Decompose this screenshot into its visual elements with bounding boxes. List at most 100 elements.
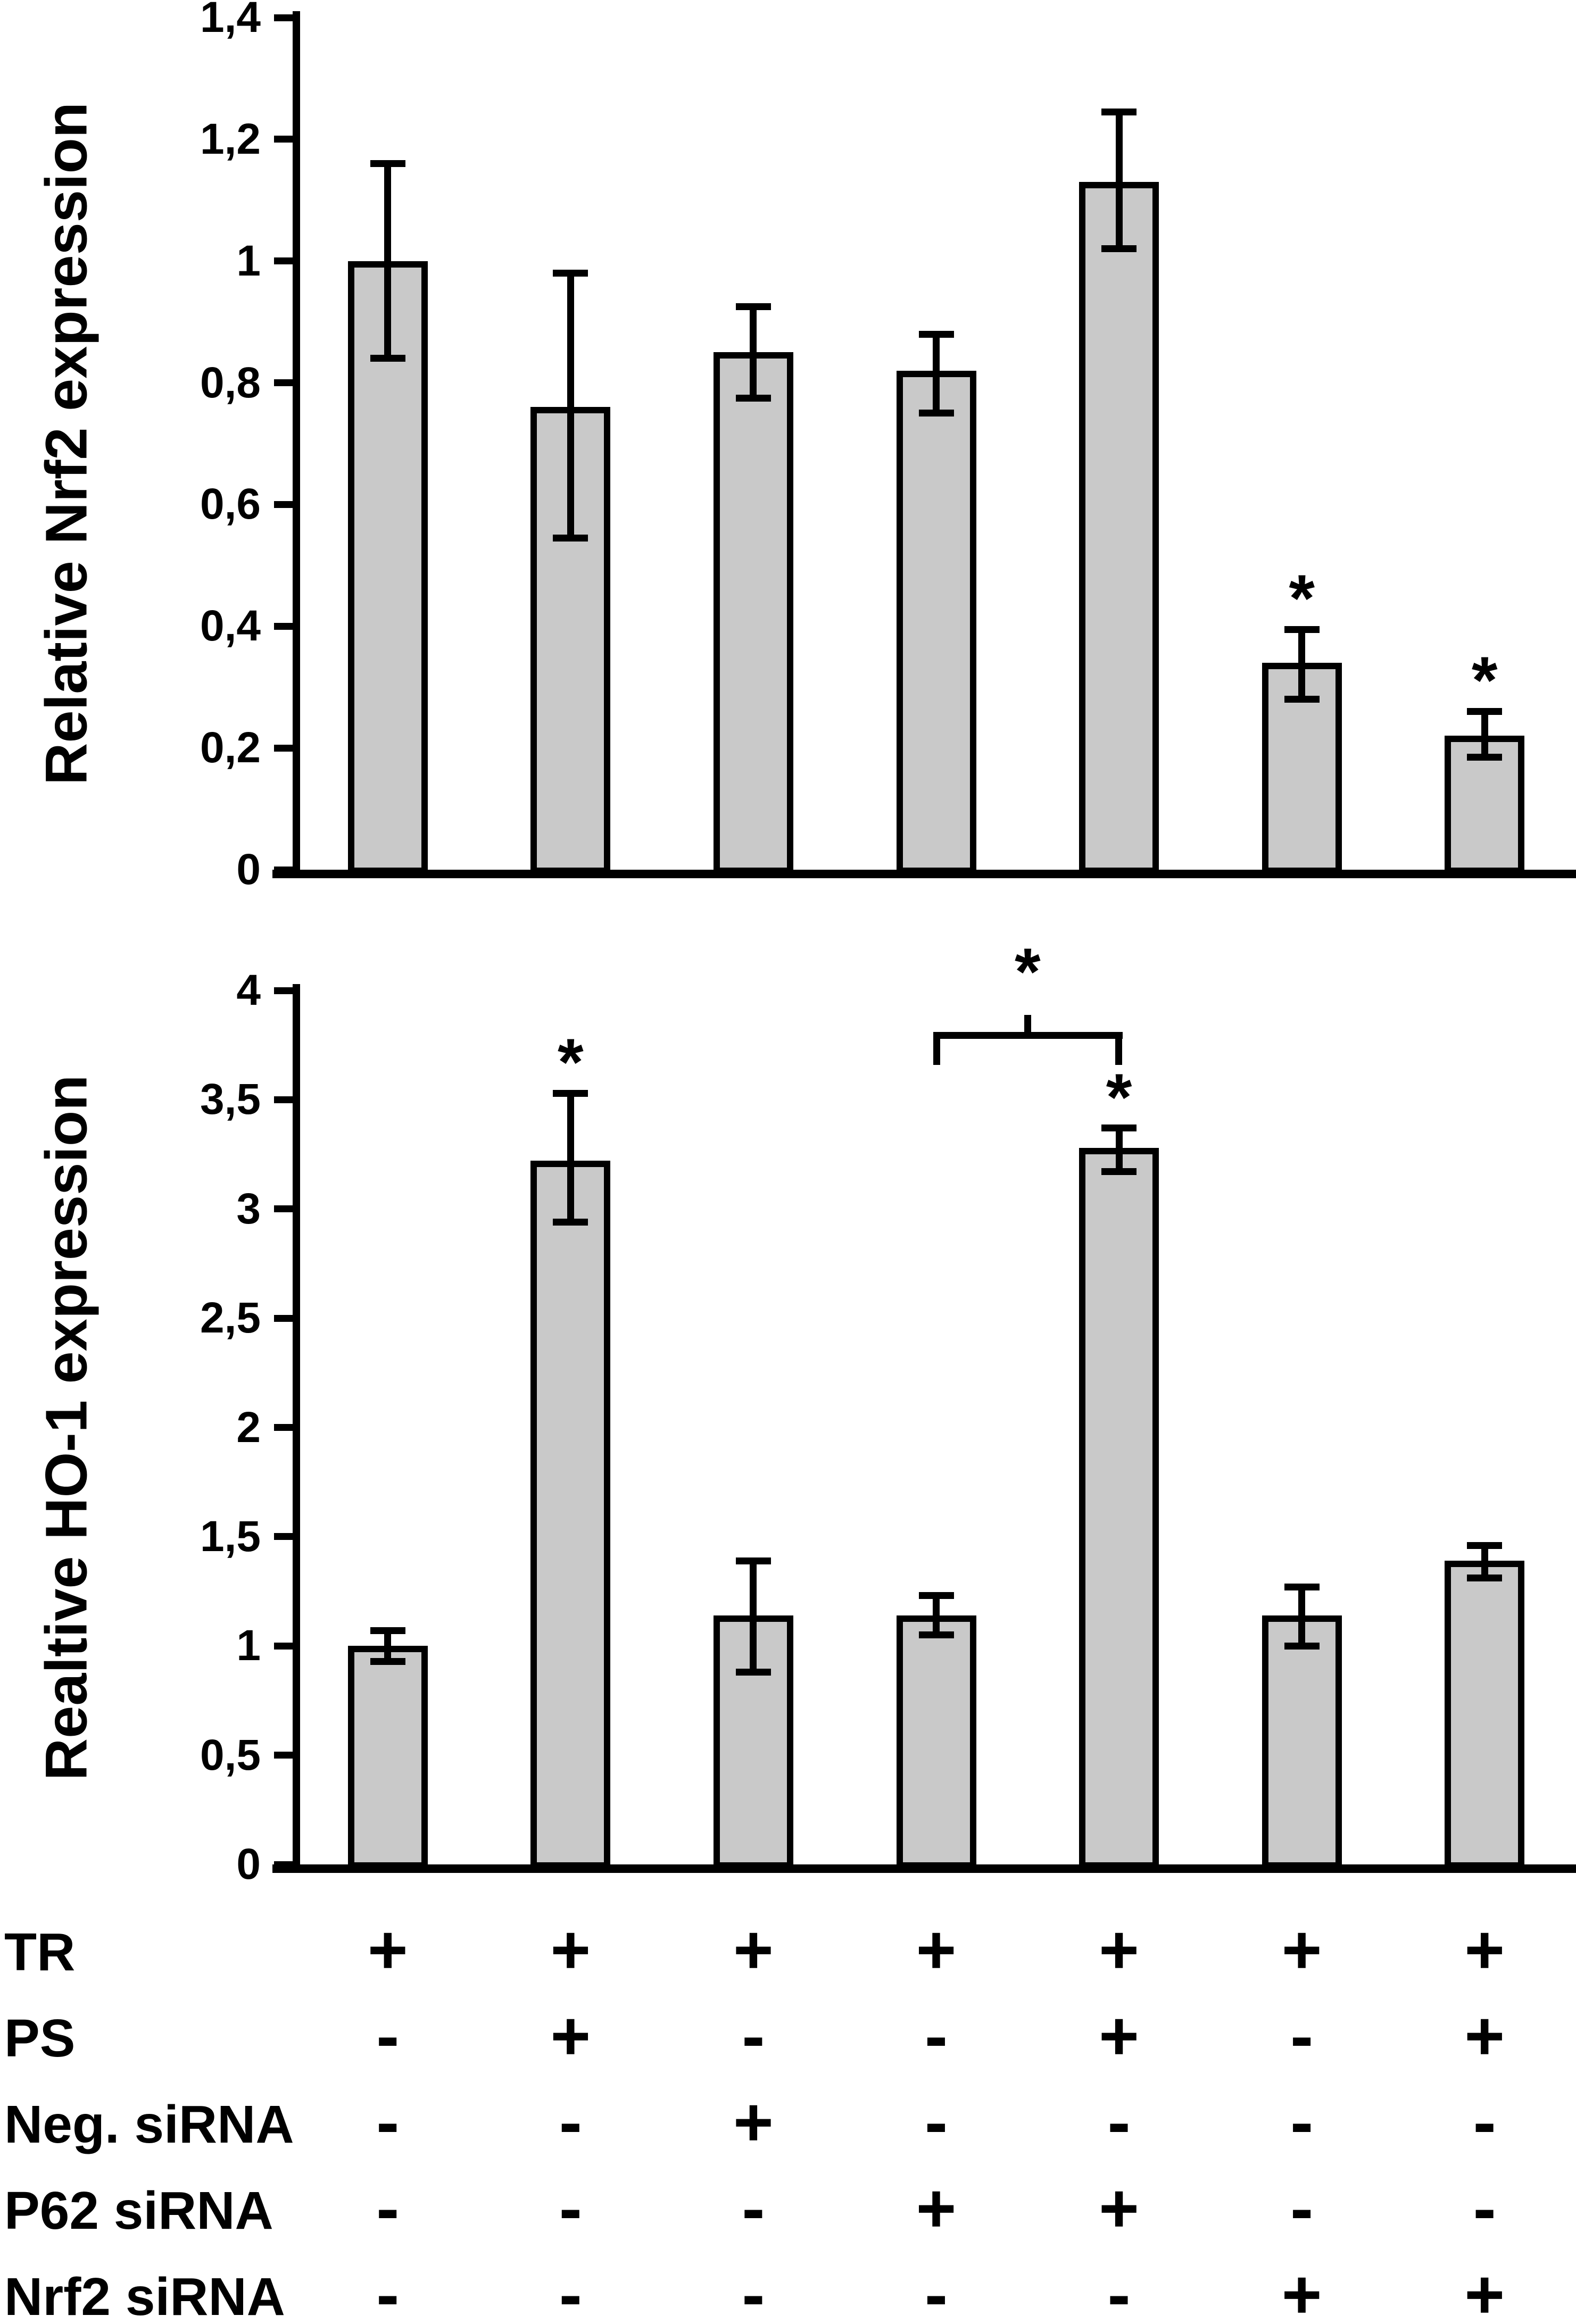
y-tick-mark [274,501,296,508]
y-tick-mark [274,1752,296,1759]
y-tick-label: 2,5 [200,1294,261,1343]
y-tick-label: 1,2 [200,114,261,163]
error-bar-cap-bottom [553,1218,588,1226]
y-tick-mark [274,379,296,387]
y-axis-title-nrf2: Relative Nrf2 expression [34,102,99,785]
condition-cell: + [1464,2255,1505,2324]
significance-asterisk: * [558,1026,584,1100]
condition-cell: - [924,1997,948,2075]
bar [530,1161,611,1869]
error-bar-cap-top [1284,1583,1320,1590]
y-tick-label: 0,6 [200,480,261,529]
error-bar [1298,1587,1306,1646]
significance-bracket-center-stub [1024,1015,1032,1032]
condition-cell: - [376,1997,400,2075]
condition-cell: - [1107,2083,1131,2161]
condition-cell: + [1464,1911,1505,1988]
error-bar [1481,711,1488,757]
condition-cell: - [742,2255,765,2324]
error-bar-cap-top [1101,108,1137,115]
error-bar-cap-top [1467,707,1503,715]
y-tick-label: 3,5 [200,1075,261,1124]
condition-cell: - [742,1997,765,2075]
condition-cell: + [550,1911,591,1988]
error-bar [384,1630,392,1661]
significance-asterisk: * [1289,562,1315,636]
y-tick-label: 4 [236,966,261,1014]
significance-bracket-right-end [1115,1032,1123,1065]
y-tick-mark [274,987,296,994]
error-bar-cap-bottom [370,355,405,362]
y-tick-mark [274,1096,296,1103]
error-bar [933,1595,940,1635]
significance-bracket-horizontal [933,1032,1123,1039]
condition-cell: - [1473,2083,1496,2161]
significance-bracket-left-end [933,1032,940,1065]
y-tick-mark [274,257,296,265]
error-bar [1115,112,1123,249]
error-bar-cap-bottom [1101,245,1137,253]
condition-row-label: P62 siRNA [4,2181,273,2240]
error-bar-cap-bottom [1284,696,1320,703]
error-bar-cap-top [735,303,771,311]
error-bar-cap-bottom [735,1669,771,1676]
error-bar-cap-top [918,1592,954,1600]
y-axis-title-ho1: Realtive HO-1 expression [34,1074,99,1780]
condition-row-label: Nrf2 siRNA [4,2267,285,2324]
significance-asterisk: * [1471,644,1498,718]
error-bar [384,163,392,359]
condition-cell: - [559,2083,582,2161]
condition-cell: - [1290,2083,1314,2161]
y-tick-label: 0 [236,845,261,894]
y-tick-mark [274,866,296,873]
bar [896,1615,976,1869]
y-tick-mark [274,1861,296,1868]
bar [347,261,428,874]
error-bar-cap-bottom [918,1631,954,1639]
y-tick-label: 0,4 [200,602,261,651]
bar [1262,1615,1342,1869]
error-bar-cap-bottom [1467,1575,1503,1582]
condition-cell: - [376,2255,400,2324]
error-bar [1115,1128,1123,1172]
condition-cell: - [1290,1997,1314,2075]
y-tick-mark [274,136,296,143]
y-tick-mark [274,1642,296,1650]
condition-cell: + [550,1997,591,2075]
condition-cell: + [1099,1911,1140,1988]
error-bar [567,273,574,538]
error-bar-cap-top [1284,626,1320,633]
condition-cell: + [367,1911,408,1988]
error-bar-cap-bottom [735,394,771,402]
condition-cell: + [733,2083,774,2161]
condition-cell: + [1099,1997,1140,2075]
condition-cell: - [1290,2169,1314,2247]
bar [713,352,793,874]
condition-cell: - [1473,2169,1496,2247]
condition-cell: + [1464,1997,1505,2075]
error-bar-cap-top [1467,1542,1503,1549]
error-bar-cap-bottom [1467,753,1503,761]
error-bar [567,1093,574,1222]
error-bar [1298,629,1306,699]
y-tick-label: 0,5 [200,1730,261,1779]
error-bar [933,334,940,413]
error-bar [1481,1545,1488,1578]
y-tick-mark [274,1314,296,1322]
y-tick-label: 3 [236,1184,261,1233]
condition-cell: + [733,1911,774,1988]
y-tick-mark [274,14,296,21]
condition-row-label: PS [4,2009,76,2068]
bar [896,370,976,874]
y-tick-label: 1 [236,1621,261,1670]
bar [1445,1561,1525,1869]
condition-cell: - [376,2169,400,2247]
error-bar-cap-top [370,160,405,168]
condition-cell: - [1107,2255,1131,2324]
condition-row-label: Neg. siRNA [4,2095,294,2154]
y-tick-label: 1,5 [200,1512,261,1561]
condition-cell: + [916,1911,957,1988]
y-axis-line [293,11,300,878]
bracket-significance-asterisk: * [1014,935,1041,1009]
condition-cell: + [1281,2255,1322,2324]
